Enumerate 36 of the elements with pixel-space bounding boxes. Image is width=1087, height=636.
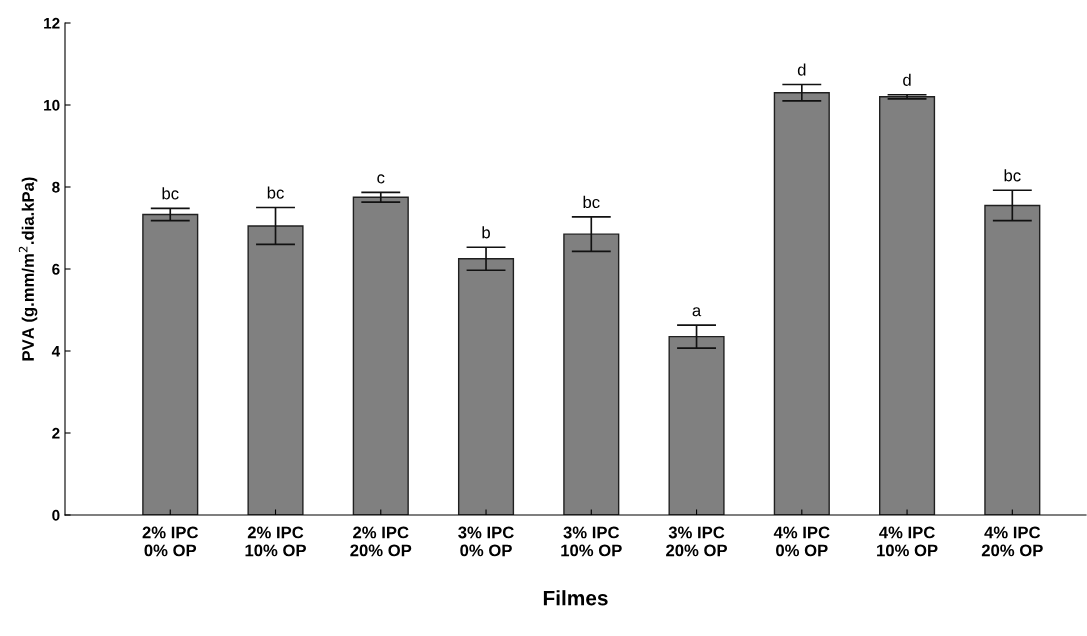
x-tick-label: 4% IPC 20% OP [981, 526, 1043, 557]
y-tick-label: 8 [52, 181, 60, 193]
y-axis-title: PVA (g.mm/m$^{2}$.dia.kPa) [18, 177, 38, 361]
x-tick-label: 3% IPC 10% OP [561, 526, 622, 557]
bar [563, 233, 620, 515]
y-tick-label: 0 [52, 509, 60, 521]
bar [247, 225, 304, 515]
x-axis-title: Filmes [543, 590, 608, 606]
x-tick-label: 3% IPC 20% OP [666, 526, 728, 557]
bar [142, 213, 199, 515]
bar [773, 92, 830, 515]
y-tick-label: 2 [52, 427, 60, 439]
bar [878, 96, 936, 515]
annotation: d [903, 73, 911, 86]
annotation: bc [267, 186, 284, 199]
y-tick-label: 4 [51, 346, 61, 357]
bar [457, 258, 515, 515]
annotation: a [692, 307, 702, 317]
x-tick-label: 4% IPC 10% OP [877, 526, 938, 557]
annotation: bc [583, 195, 600, 209]
bar [984, 204, 1041, 515]
annotation: c [377, 174, 385, 184]
annotation: bc [162, 187, 179, 200]
annotation: bc [1004, 169, 1021, 182]
x-tick-label: 2% IPC 20% OP [350, 526, 412, 557]
y-tick-label: 6 [52, 263, 60, 275]
y-tick-label: 10 [44, 99, 60, 111]
y-tick-label: 12 [44, 17, 60, 29]
annotation: d [797, 63, 806, 76]
bar [668, 335, 725, 515]
annotation: b [482, 226, 490, 239]
x-tick-label: 2% IPC 10% OP [245, 526, 306, 557]
x-tick-label: 2% IPC 0% OP [142, 526, 199, 557]
x-tick-label: 3% IPC 0% OP [458, 526, 514, 557]
bar [352, 196, 409, 515]
x-tick-label: 4% IPC 0% OP [773, 526, 830, 557]
